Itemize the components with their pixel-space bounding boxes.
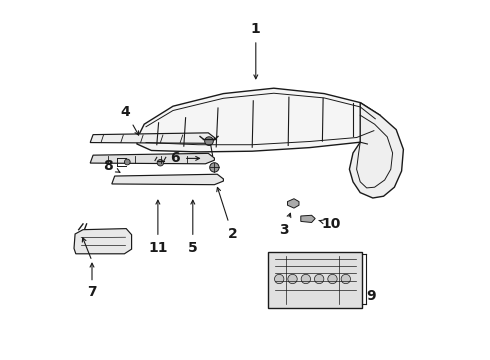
Circle shape: [288, 274, 297, 284]
Polygon shape: [269, 252, 362, 308]
Circle shape: [341, 274, 350, 284]
Circle shape: [301, 274, 311, 284]
Polygon shape: [90, 133, 215, 143]
Polygon shape: [90, 153, 215, 164]
Circle shape: [124, 159, 130, 165]
Circle shape: [205, 137, 213, 145]
Circle shape: [328, 274, 337, 284]
Text: 5: 5: [188, 200, 197, 255]
Text: 9: 9: [366, 289, 376, 303]
Polygon shape: [349, 103, 403, 198]
Text: 2: 2: [217, 188, 237, 241]
Polygon shape: [137, 88, 380, 152]
Polygon shape: [74, 229, 132, 254]
Text: 11: 11: [148, 200, 168, 255]
Circle shape: [157, 159, 164, 166]
Circle shape: [315, 274, 324, 284]
Text: 10: 10: [319, 217, 341, 231]
Polygon shape: [288, 199, 299, 208]
Text: 7: 7: [87, 285, 97, 299]
Text: 1: 1: [251, 22, 261, 79]
Text: 8: 8: [103, 159, 120, 172]
Text: 4: 4: [121, 105, 139, 135]
Circle shape: [210, 163, 219, 172]
Circle shape: [274, 274, 284, 284]
Polygon shape: [301, 215, 315, 222]
Text: 3: 3: [279, 213, 291, 237]
Polygon shape: [112, 174, 223, 185]
Text: 6: 6: [170, 152, 199, 165]
